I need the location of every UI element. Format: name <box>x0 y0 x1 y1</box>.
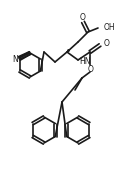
Text: N: N <box>12 56 18 64</box>
Text: O: O <box>80 14 86 23</box>
Text: OH: OH <box>104 23 116 31</box>
Text: O: O <box>88 65 94 75</box>
Text: HN: HN <box>79 56 91 65</box>
Text: O: O <box>104 40 110 49</box>
